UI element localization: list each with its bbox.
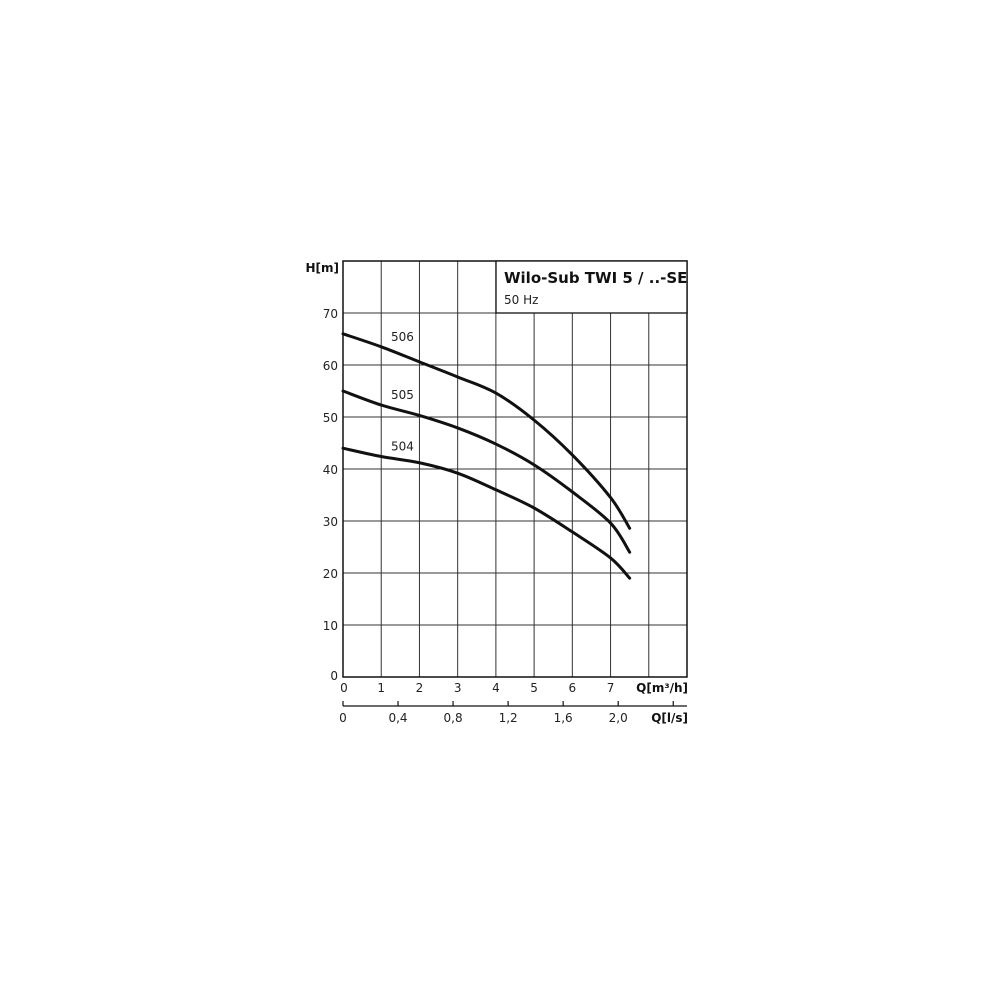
curve-505 — [341, 389, 632, 554]
x-tick-label: 1 — [377, 681, 385, 695]
y-axis-label: H[m] — [305, 261, 339, 275]
y-tick-label: 30 — [323, 515, 338, 529]
grid — [342, 260, 688, 707]
curve-label-504: 504 — [391, 440, 414, 454]
x-tick-label: 6 — [569, 681, 577, 695]
y-tick-label: 40 — [323, 463, 338, 477]
y-tick-label: 20 — [323, 567, 338, 581]
y-tick-label: 0 — [330, 669, 338, 683]
curve-label-506: 506 — [391, 330, 414, 344]
y-tick-label: 70 — [323, 307, 338, 321]
x2-tick-label: 0,8 — [444, 711, 463, 725]
curve-506 — [341, 332, 632, 530]
curve-504 — [341, 446, 632, 580]
x-tick-label: 0 — [340, 681, 348, 695]
chart-subtitle: 50 Hz — [504, 293, 538, 307]
x2-axis-label: Q[l/s] — [651, 711, 688, 725]
x-axis-label: Q[m³/h] — [636, 681, 688, 695]
x2-tick-label: 0 — [339, 711, 347, 725]
y-tick-label: 60 — [323, 359, 338, 373]
x2-tick-label: 0,4 — [388, 711, 407, 725]
curve-label-505: 505 — [391, 388, 414, 402]
x2-tick-label: 1,6 — [554, 711, 573, 725]
chart-title: Wilo-Sub TWI 5 / ..-SE — [504, 269, 687, 287]
x2-tick-label: 1,2 — [499, 711, 518, 725]
x-tick-label: 4 — [492, 681, 500, 695]
curves — [341, 332, 632, 580]
title-box — [495, 260, 688, 314]
y-tick-label: 50 — [323, 411, 338, 425]
y-tick-label: 10 — [323, 619, 338, 633]
x2-tick-label: 2,0 — [609, 711, 628, 725]
x-tick-label: 3 — [454, 681, 462, 695]
x-tick-label: 2 — [416, 681, 424, 695]
x-tick-label: 7 — [607, 681, 615, 695]
x-tick-label: 5 — [530, 681, 538, 695]
